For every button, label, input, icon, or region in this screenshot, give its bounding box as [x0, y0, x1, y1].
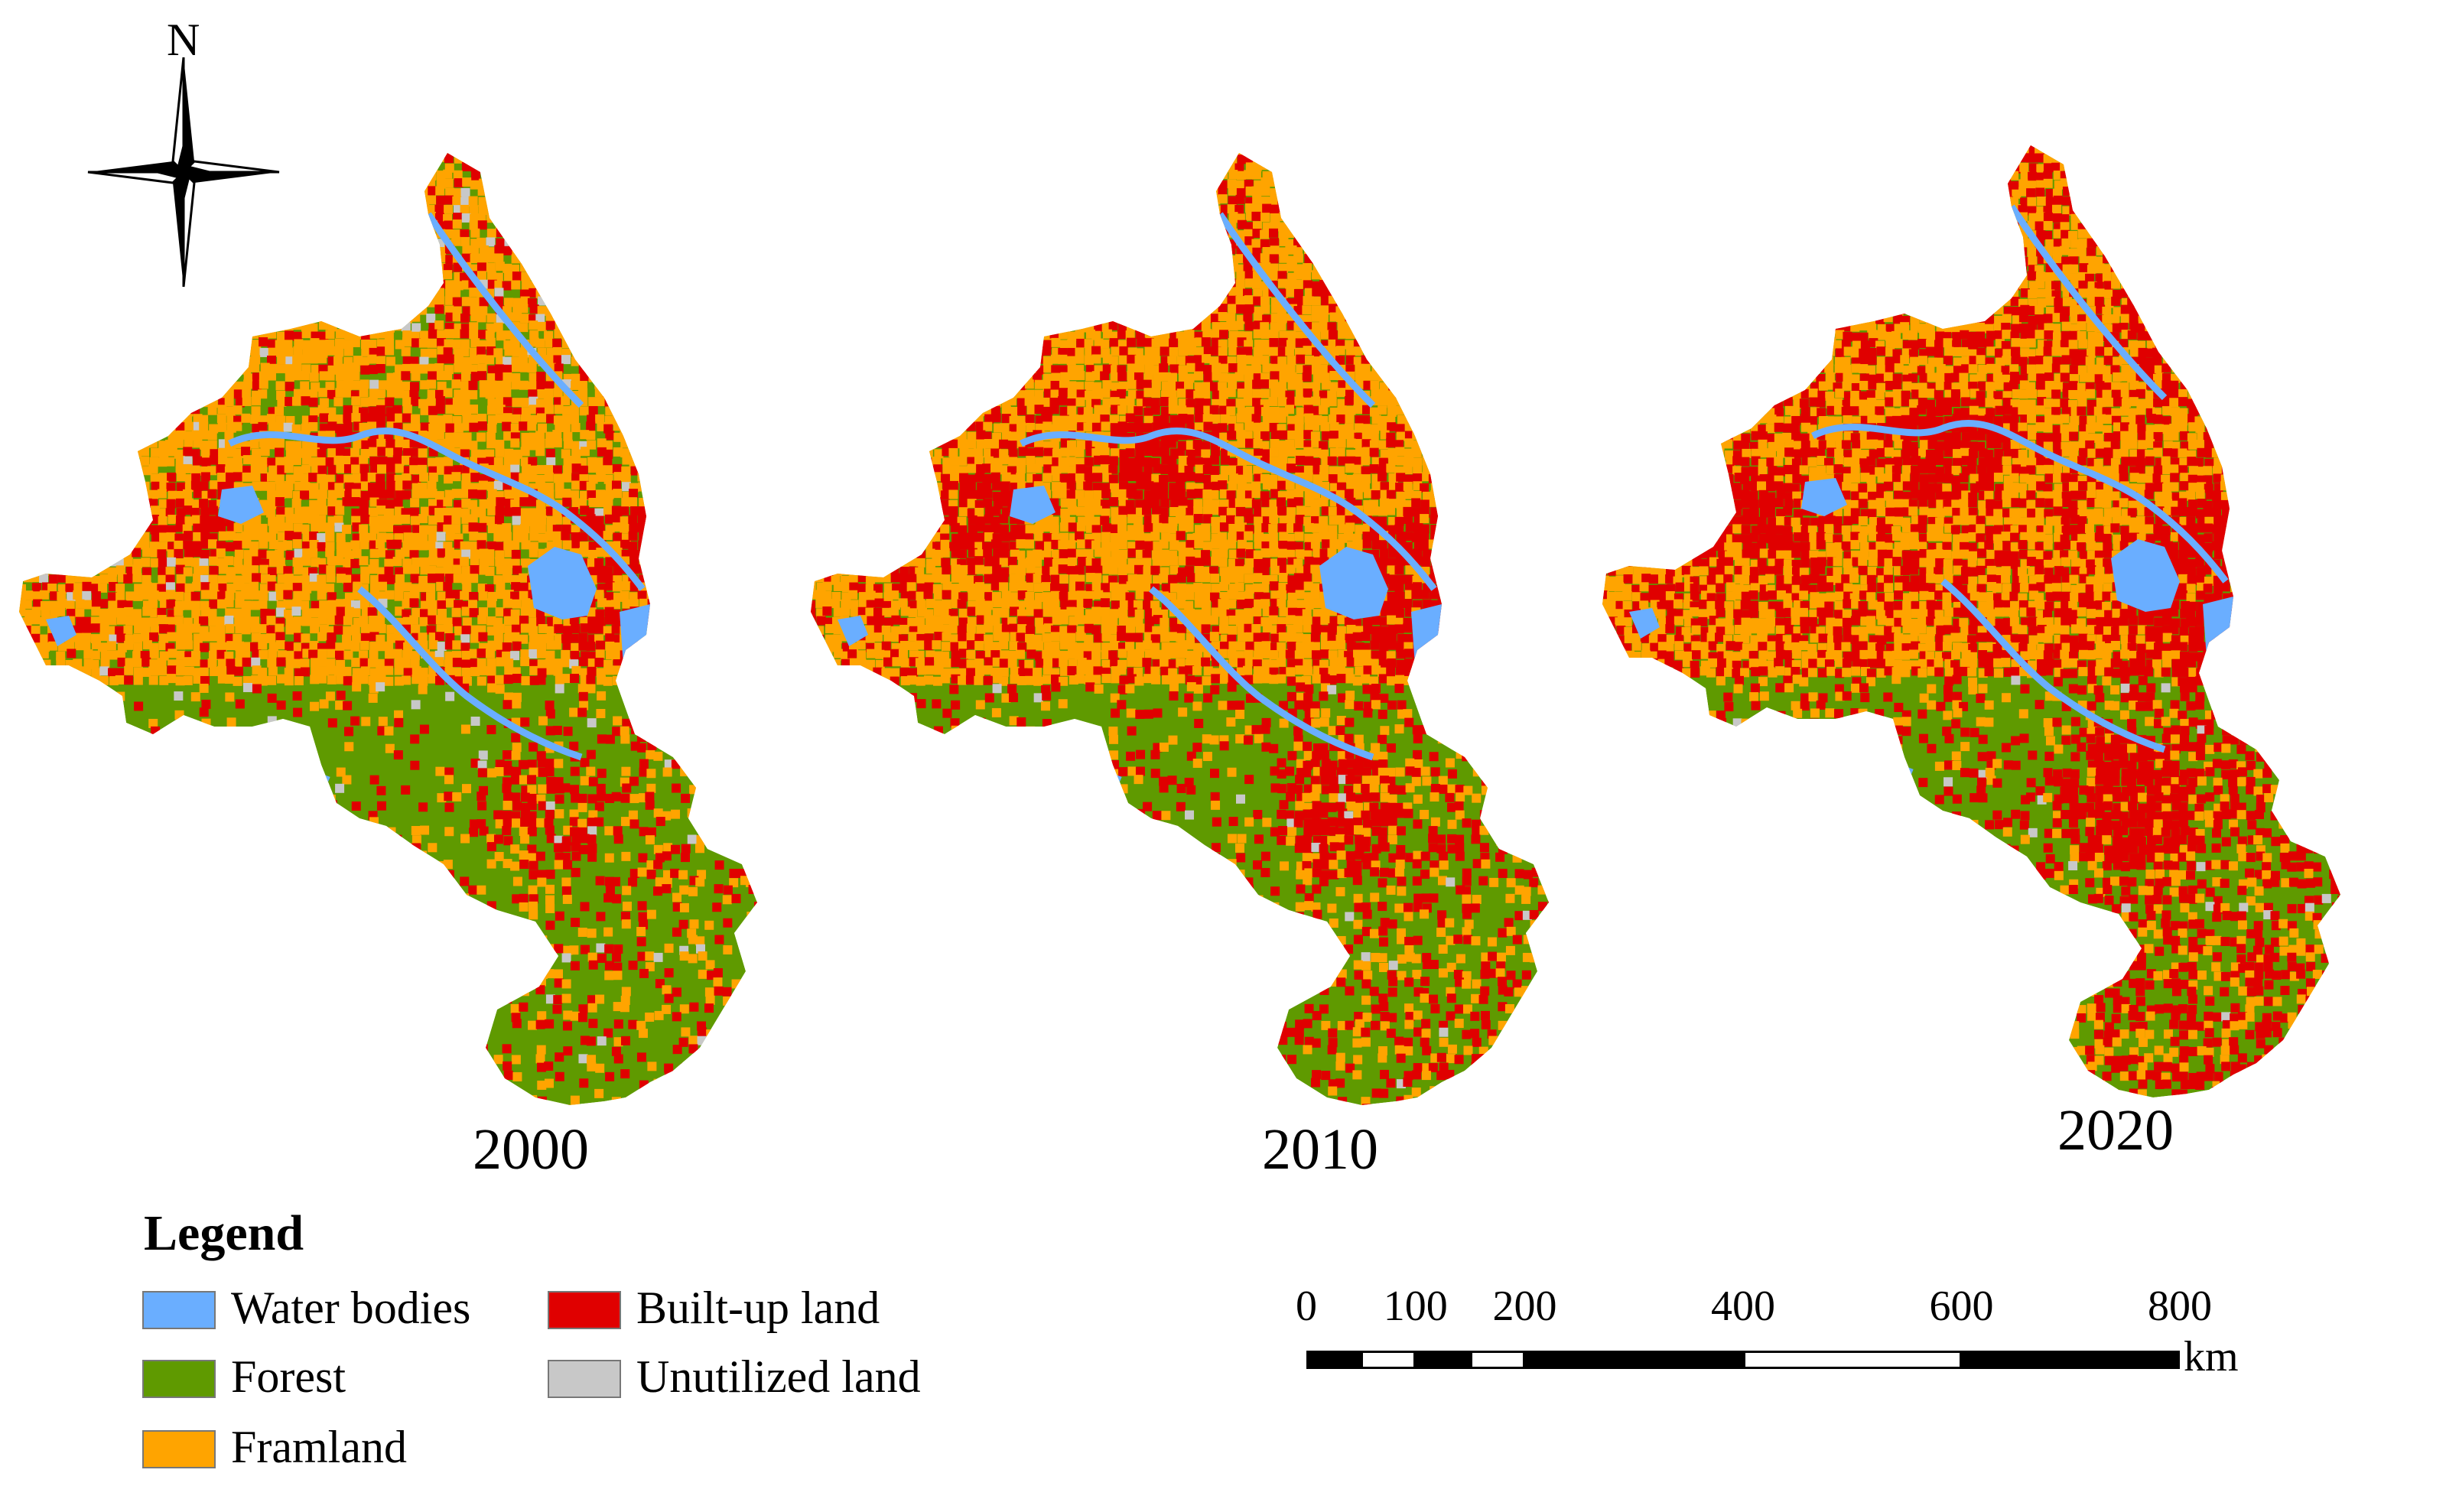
scale-bar-segment	[1470, 1351, 1525, 1369]
scale-tick-800: 800	[2148, 1285, 2212, 1328]
scale-tick-400: 400	[1711, 1285, 1775, 1328]
scale-bar-segment	[1743, 1351, 1962, 1369]
north-label: N	[167, 17, 200, 63]
legend-title: Legend	[144, 1208, 304, 1259]
scale-tick-0: 0	[1296, 1285, 1317, 1328]
year-label-2010: 2010	[1262, 1120, 1378, 1179]
scale-bar-segment	[1961, 1351, 2180, 1369]
land-use-raster	[811, 153, 1549, 1105]
legend-swatch-water	[142, 1291, 216, 1329]
scale-bar-segment	[1524, 1351, 1743, 1369]
legend-label-built-up-land: Built-up land	[636, 1285, 880, 1331]
land-use-map-2010	[792, 130, 1602, 1109]
legend-swatch-framland	[142, 1430, 216, 1468]
land-use-map-2020	[1583, 122, 2394, 1101]
scale-tick-600: 600	[1930, 1285, 1994, 1328]
scale-bar-segment	[1361, 1351, 1416, 1369]
scale-tick-100: 100	[1384, 1285, 1448, 1328]
legend-label-framland: Framland	[231, 1424, 407, 1470]
scale-bar-track	[1306, 1351, 2180, 1369]
scale-bar: 0 100 200 400 600 800 km	[1293, 1285, 2256, 1392]
year-label-2000: 2000	[473, 1120, 589, 1179]
legend: Legend Water bodies Forest Framland Buil…	[138, 1208, 979, 1499]
legend-label-forest: Forest	[231, 1354, 346, 1400]
scale-bar-unit: km	[2184, 1335, 2239, 1378]
scale-bar-segment	[1306, 1351, 1361, 1369]
legend-swatch-unutilized	[548, 1360, 621, 1398]
land-use-raster	[1602, 145, 2340, 1097]
land-use-raster	[19, 153, 757, 1105]
land-use-map-2000	[0, 130, 811, 1109]
scale-bar-segment	[1415, 1351, 1471, 1369]
scale-tick-200: 200	[1493, 1285, 1557, 1328]
legend-label-water-bodies: Water bodies	[231, 1285, 470, 1331]
legend-swatch-forest	[142, 1360, 216, 1398]
north-arrow-icon	[80, 15, 287, 291]
year-label-2020: 2020	[2057, 1101, 2174, 1159]
legend-label-unutilized-land: Unutilized land	[636, 1354, 921, 1400]
legend-swatch-built-up	[548, 1291, 621, 1329]
